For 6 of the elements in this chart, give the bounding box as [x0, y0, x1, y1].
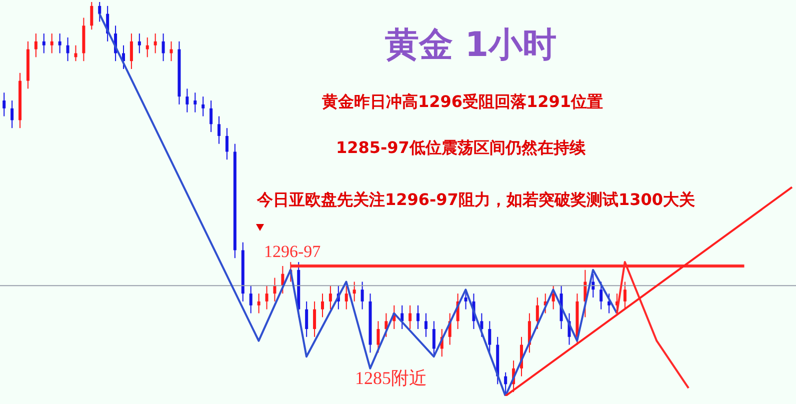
annotation: 1296-97 — [264, 242, 321, 262]
annotation: 1285附近 — [355, 367, 427, 390]
annotation: 黄金昨日冲高1296受阻回落1291位置 — [322, 92, 604, 113]
text: 黄金 1小时 — [385, 24, 556, 67]
annotation: 今日亚欧盘先关注1296-97阻力，如若突破奖测试1300大关 — [257, 190, 695, 211]
annotation: 1285-97低位震荡区间仍然在持续 — [336, 138, 586, 159]
